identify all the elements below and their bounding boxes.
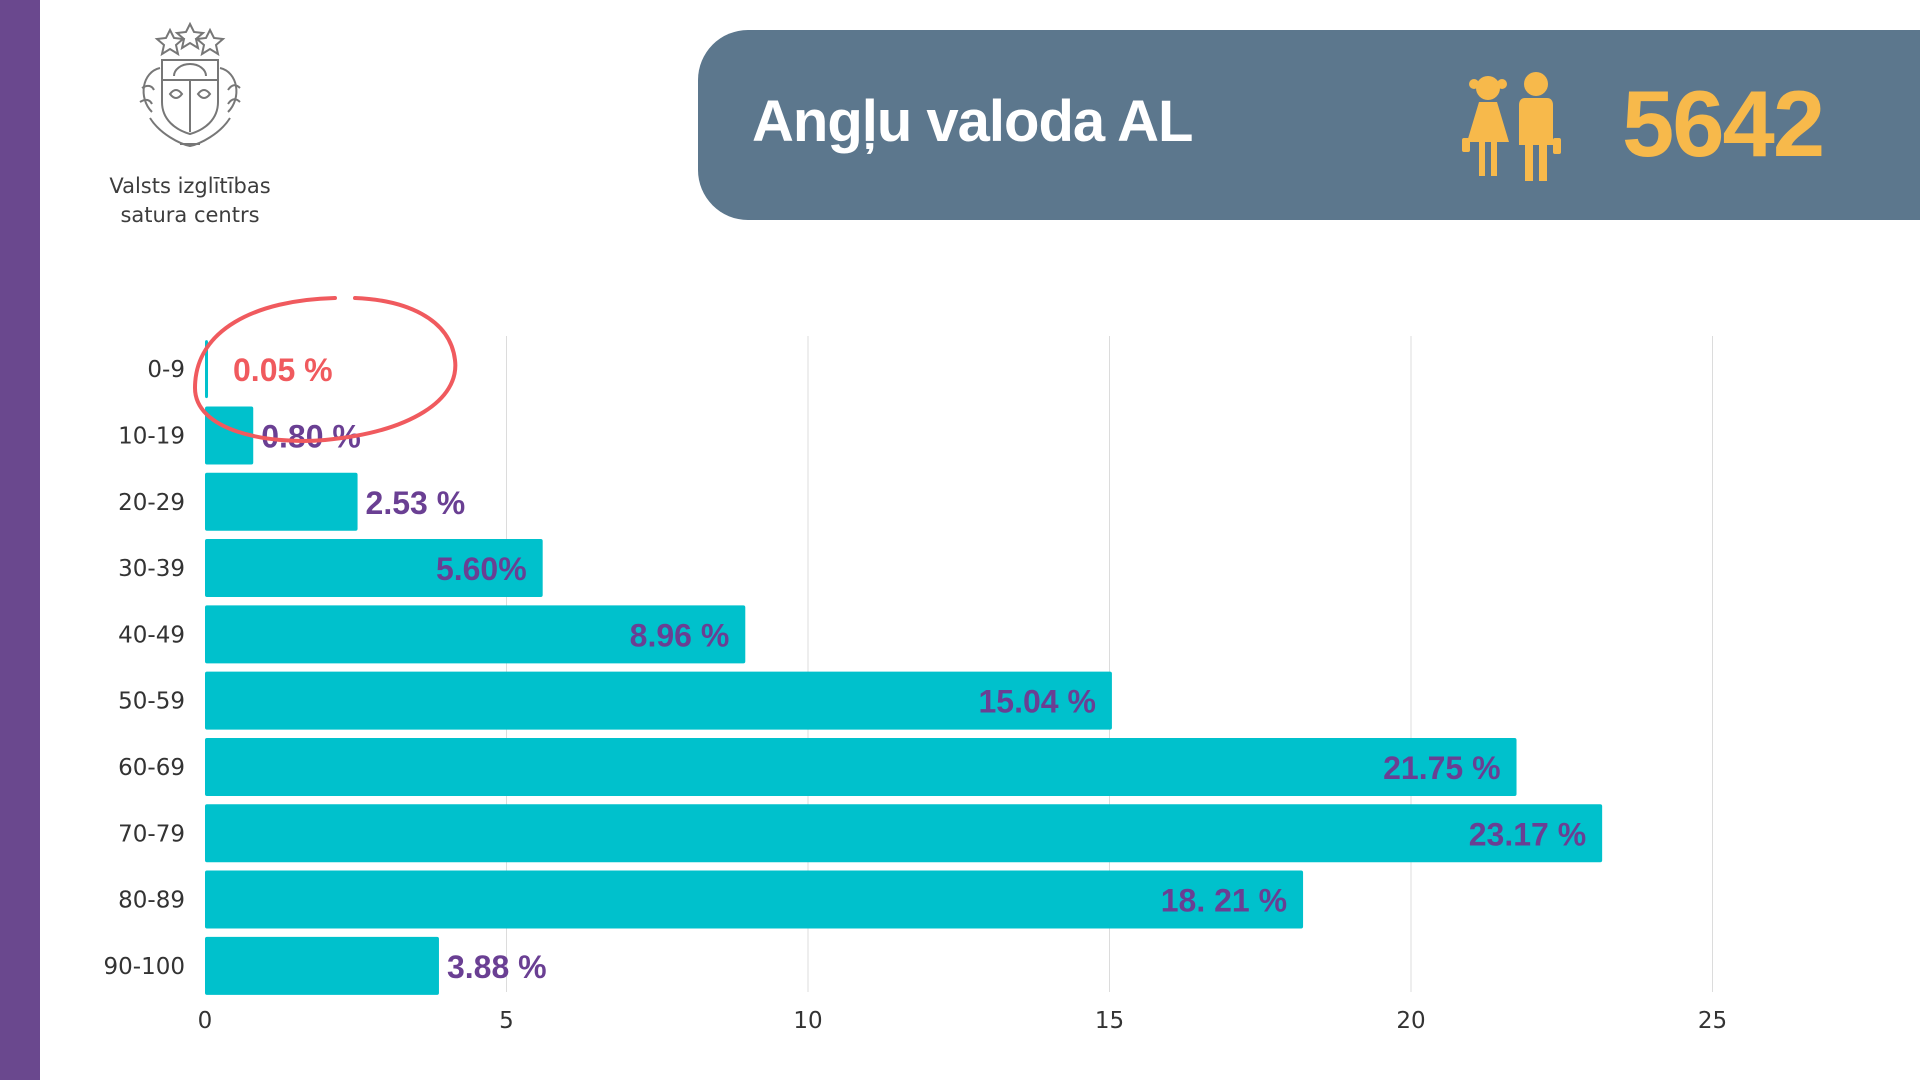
x-tick-label: 5 bbox=[499, 1008, 514, 1034]
value-label: 18. 21 % bbox=[1161, 883, 1287, 919]
value-label: 21.75 % bbox=[1383, 750, 1500, 786]
value-label: 8.96 % bbox=[630, 617, 730, 653]
latvia-coat-of-arms-icon bbox=[139, 21, 241, 148]
bar bbox=[205, 472, 358, 531]
category-label: 0-9 bbox=[147, 357, 185, 383]
value-label: 23.17 % bbox=[1469, 816, 1586, 852]
bar bbox=[205, 936, 439, 995]
value-label: 5.60% bbox=[436, 551, 527, 587]
value-label: 2.53 % bbox=[366, 485, 466, 521]
category-label: 70-79 bbox=[118, 821, 185, 847]
category-label: 20-29 bbox=[118, 490, 185, 516]
category-label: 30-39 bbox=[118, 556, 185, 582]
title-banner: Angļu valoda AL 5642 bbox=[698, 30, 1920, 220]
logo: Valsts izglītības satura centrs bbox=[95, 18, 285, 230]
bar bbox=[205, 804, 1603, 863]
x-tick-label: 25 bbox=[1698, 1008, 1727, 1034]
students-icon bbox=[1462, 72, 1561, 181]
category-label: 40-49 bbox=[118, 622, 185, 648]
bar bbox=[205, 539, 543, 598]
category-label: 10-19 bbox=[118, 423, 185, 449]
page-title: Angļu valoda AL bbox=[752, 89, 1193, 154]
value-label: 0.05 % bbox=[233, 352, 333, 388]
org-name: Valsts izglītības satura centrs bbox=[109, 174, 271, 227]
x-tick-label: 10 bbox=[793, 1008, 822, 1034]
x-tick-label: 15 bbox=[1095, 1008, 1124, 1034]
bar bbox=[205, 605, 746, 664]
value-label: 15.04 % bbox=[978, 684, 1095, 720]
category-label: 50-59 bbox=[118, 689, 185, 715]
bar bbox=[205, 737, 1517, 796]
category-label: 60-69 bbox=[118, 755, 185, 781]
x-tick-label: 0 bbox=[198, 1008, 213, 1034]
bar bbox=[205, 671, 1112, 730]
student-count: 5642 bbox=[1622, 71, 1825, 176]
bar bbox=[205, 870, 1304, 929]
category-label: 90-100 bbox=[104, 954, 185, 980]
value-label: 3.88 % bbox=[447, 949, 547, 985]
highlight-circle bbox=[192, 296, 458, 443]
x-tick-label: 20 bbox=[1396, 1008, 1425, 1034]
bar bbox=[205, 340, 209, 399]
side-stripe bbox=[0, 0, 40, 1080]
category-label: 80-89 bbox=[118, 888, 185, 914]
